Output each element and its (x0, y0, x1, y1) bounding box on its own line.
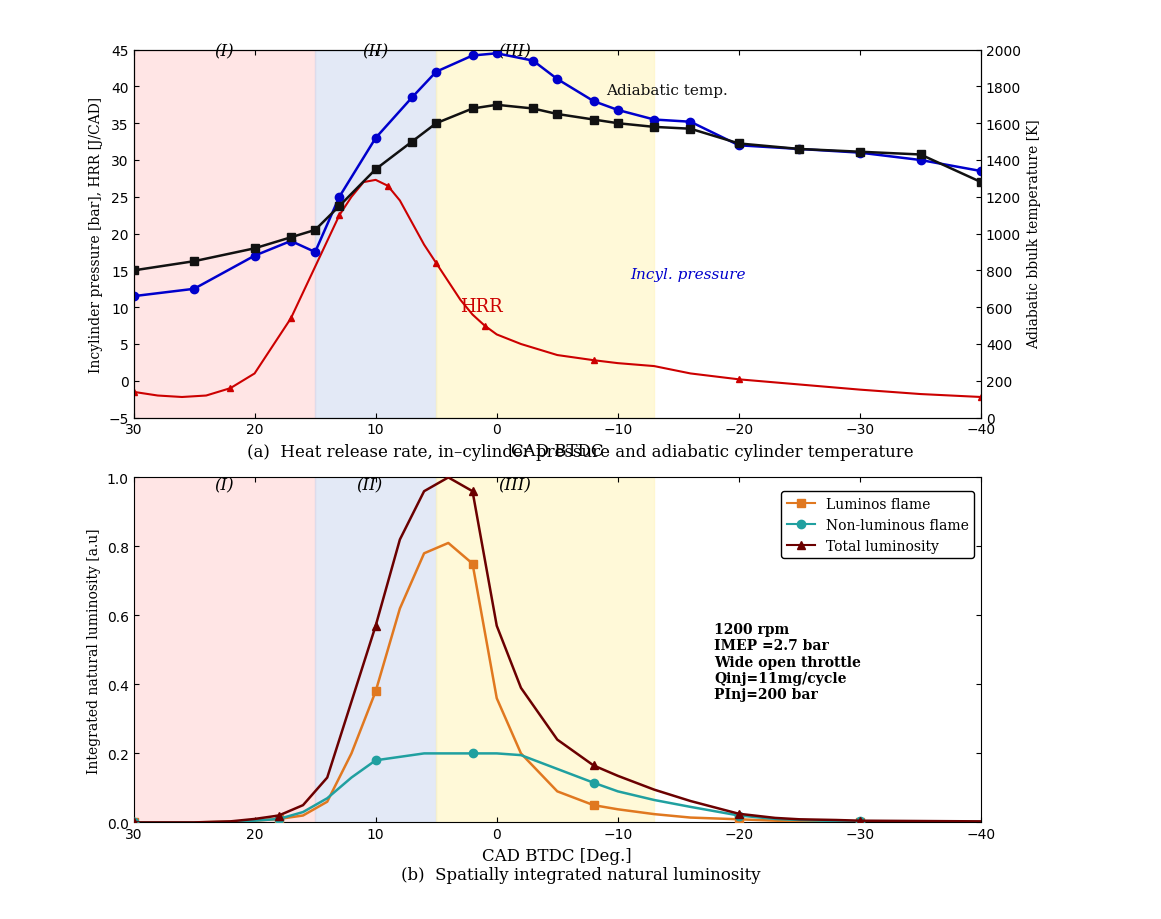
Bar (437, 51, 654, 418)
Y-axis label: Integrated natural luminosity [a.u]: Integrated natural luminosity [a.u] (87, 528, 101, 773)
Text: (III): (III) (498, 477, 532, 494)
Bar (134, 478, 315, 823)
Y-axis label: Adiabatic bbulk temperature [K]: Adiabatic bbulk temperature [K] (1026, 119, 1040, 349)
Text: (I): (I) (215, 477, 235, 494)
Y-axis label: Incylinder pressure [bar], HRR [J/CAD]: Incylinder pressure [bar], HRR [J/CAD] (88, 96, 102, 372)
Bar (315, 478, 437, 823)
Text: HRR: HRR (461, 298, 503, 315)
Bar (437, 478, 654, 823)
Text: Incyl. pressure: Incyl. pressure (630, 267, 745, 281)
Text: (II): (II) (356, 477, 383, 494)
Text: (III): (III) (498, 43, 532, 61)
Bar (315, 51, 437, 418)
X-axis label: CAD BTDC [Deg.]: CAD BTDC [Deg.] (483, 847, 632, 864)
Text: (II): (II) (362, 43, 389, 61)
X-axis label: CAD BTDC: CAD BTDC (511, 443, 604, 460)
Text: 1200 rpm
IMEP =2.7 bar
Wide open throttle
Qinj=11mg/cycle
PInj=200 bar: 1200 rpm IMEP =2.7 bar Wide open throttl… (714, 623, 861, 701)
Legend: Luminos flame, Non-luminous flame, Total luminosity: Luminos flame, Non-luminous flame, Total… (781, 492, 974, 559)
Text: (a)  Heat release rate, in–cylinder pressure and adiabatic cylinder temperature: (a) Heat release rate, in–cylinder press… (247, 444, 914, 460)
Text: (I): (I) (215, 43, 235, 61)
Text: (b)  Spatially integrated natural luminosity: (b) Spatially integrated natural luminos… (401, 867, 760, 883)
Text: Adiabatic temp.: Adiabatic temp. (606, 84, 728, 97)
Bar (134, 51, 315, 418)
